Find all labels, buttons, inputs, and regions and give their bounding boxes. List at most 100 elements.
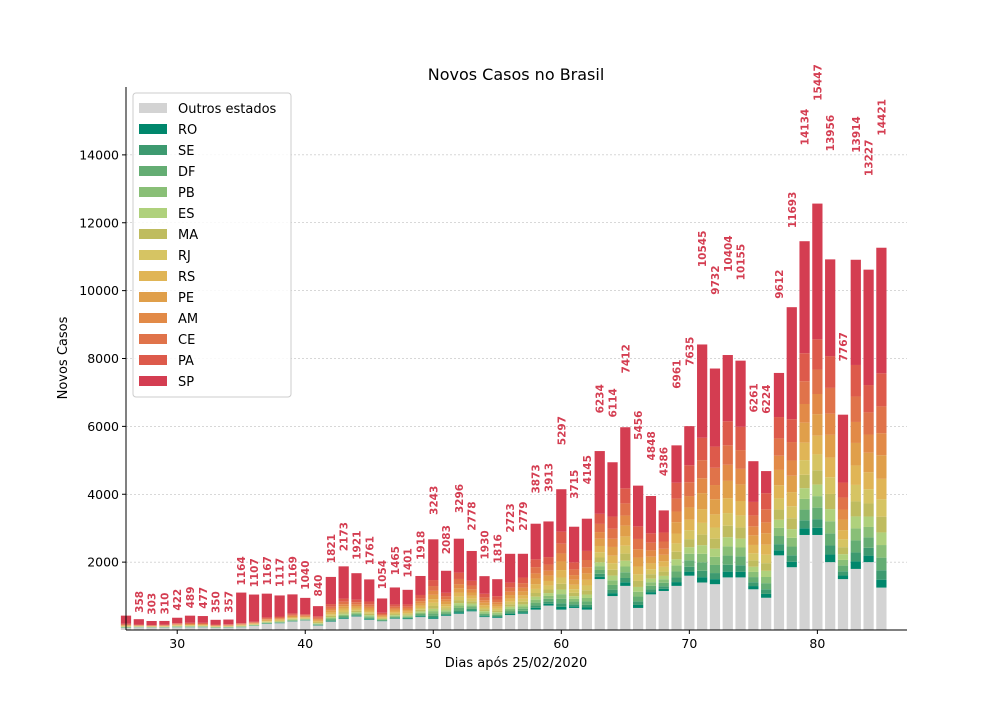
bar-segment-51-rj	[440, 606, 452, 609]
bar-segment-73-pa	[722, 421, 733, 446]
bar-segment-74-pa	[735, 426, 746, 451]
bar-segment-68-pa	[658, 532, 669, 542]
bar-segment-83-es	[850, 516, 861, 529]
bar-segment-64-es	[607, 575, 618, 581]
bar-segment-63-outros-estados	[594, 579, 605, 630]
bar-segment-41-pa	[312, 616, 324, 618]
bar-segment-72-pb	[709, 556, 721, 565]
data-label-55: 1816	[492, 534, 504, 563]
bar-segment-85-rs	[876, 478, 887, 500]
bar-segment-74-rj	[735, 515, 746, 528]
bar-segment-38-rs	[274, 619, 285, 621]
bar-segment-45-ma	[364, 613, 375, 616]
legend-swatch-pa	[139, 355, 167, 365]
bar-segment-73-am	[722, 464, 733, 481]
bar-segment-48-pe	[402, 610, 413, 612]
bar-segment-76-ce	[761, 509, 772, 523]
bar-segment-47-ce	[389, 606, 400, 609]
bar-segment-72-ma	[709, 538, 721, 549]
data-label-35: 1164	[236, 556, 248, 585]
legend-swatch-ro	[139, 124, 167, 134]
bar-segment-58-df	[530, 602, 541, 606]
bar-segment-72-df	[709, 564, 721, 574]
bar-segment-67-rj	[645, 569, 657, 575]
bar-segment-66-ro	[633, 604, 644, 608]
bar-segment-82-am	[837, 509, 849, 520]
bar-segment-46-rs	[376, 616, 388, 618]
bar-segment-48-sp	[402, 589, 413, 605]
bar-segment-82-df	[837, 565, 849, 572]
bar-segment-60-pe	[556, 561, 567, 571]
bar-segment-85-ce	[876, 406, 887, 434]
bar-segment-79-ce	[799, 381, 810, 404]
bar-segment-82-se	[837, 571, 849, 576]
bar-segment-59-pb	[543, 595, 554, 599]
bar-segment-53-am	[466, 589, 477, 593]
bar-segment-39-outros-estados	[287, 621, 298, 630]
bar-segment-66-outros-estados	[633, 607, 644, 630]
bar-segment-51-ce	[440, 596, 452, 600]
data-label-64: 6114	[608, 388, 620, 417]
y-tick-label-8000: 8000	[87, 351, 119, 366]
bar-segment-56-pb	[504, 608, 516, 611]
bar-segment-47-rs	[389, 611, 400, 613]
data-label-71: 10545	[697, 231, 709, 268]
bar-segment-63-pb	[594, 566, 605, 570]
bar-segment-74-pe	[735, 484, 746, 502]
bar-segment-29-outros-estados	[159, 627, 170, 630]
data-label-61: 3715	[569, 470, 581, 499]
bar-segment-61-pb	[568, 598, 580, 602]
bar-segment-52-ro	[453, 612, 465, 614]
bar-segment-73-pe	[722, 480, 733, 499]
bar-segment-48-am	[402, 608, 413, 611]
bar-segment-52-ce	[453, 578, 465, 585]
bar-segment-79-rs	[799, 442, 810, 461]
bar-segment-82-es	[837, 554, 849, 560]
bar-segment-62-df	[581, 601, 593, 605]
bar-segment-44-rj	[351, 609, 362, 611]
bar-segment-66-ma	[633, 580, 644, 587]
bar-segment-75-rs	[748, 544, 759, 554]
bar-segment-66-es	[633, 586, 644, 592]
bar-segment-71-pa	[697, 437, 708, 461]
bar-segment-50-ro	[428, 617, 439, 619]
bar-segment-33-sp	[210, 619, 221, 625]
bar-segment-78-am	[786, 460, 797, 476]
bar-segment-67-am	[645, 550, 657, 557]
bar-segment-30-outros-estados	[172, 627, 183, 630]
bar-segment-79-ma	[799, 474, 810, 489]
bar-segment-65-rs	[620, 536, 631, 546]
bar-segment-42-pa	[325, 604, 336, 607]
bar-segment-39-ma	[287, 618, 298, 620]
data-label-80: 15447	[812, 64, 824, 101]
bar-segment-60-es	[556, 589, 567, 595]
bar-segment-46-outros-estados	[376, 621, 388, 630]
bar-segment-41-rj	[312, 621, 324, 623]
data-label-66: 5456	[633, 411, 645, 440]
bar-segment-65-se	[620, 577, 631, 583]
bar-segment-63-rs	[594, 545, 605, 553]
bar-segment-57-rs	[517, 595, 529, 599]
bar-segment-60-am	[556, 553, 567, 562]
bar-segment-53-rj	[466, 598, 477, 602]
bar-segment-59-ma	[543, 589, 554, 594]
bar-segment-64-rs	[607, 555, 618, 564]
bar-segment-45-outros-estados	[364, 619, 375, 630]
legend-label-rs: RS	[178, 270, 195, 285]
bar-segment-52-rj	[453, 596, 465, 601]
bar-segment-52-df	[453, 607, 465, 611]
bar-segment-52-outros-estados	[453, 613, 465, 630]
bar-segment-47-ma	[389, 614, 400, 616]
bar-segment-77-am	[773, 455, 785, 470]
bar-segment-84-pe	[863, 452, 874, 473]
bar-segment-66-se	[633, 601, 644, 605]
legend-swatch-se	[139, 145, 167, 155]
bar-segment-79-ro	[799, 528, 810, 535]
bar-segment-82-pa	[837, 482, 849, 498]
bar-segment-60-rs	[556, 570, 567, 578]
bar-segment-47-ro	[389, 618, 400, 619]
bar-segment-70-am	[684, 496, 695, 508]
bar-segment-73-df	[722, 555, 733, 565]
bar-segment-72-rj	[709, 527, 721, 539]
bar-segment-64-pb	[607, 580, 618, 585]
